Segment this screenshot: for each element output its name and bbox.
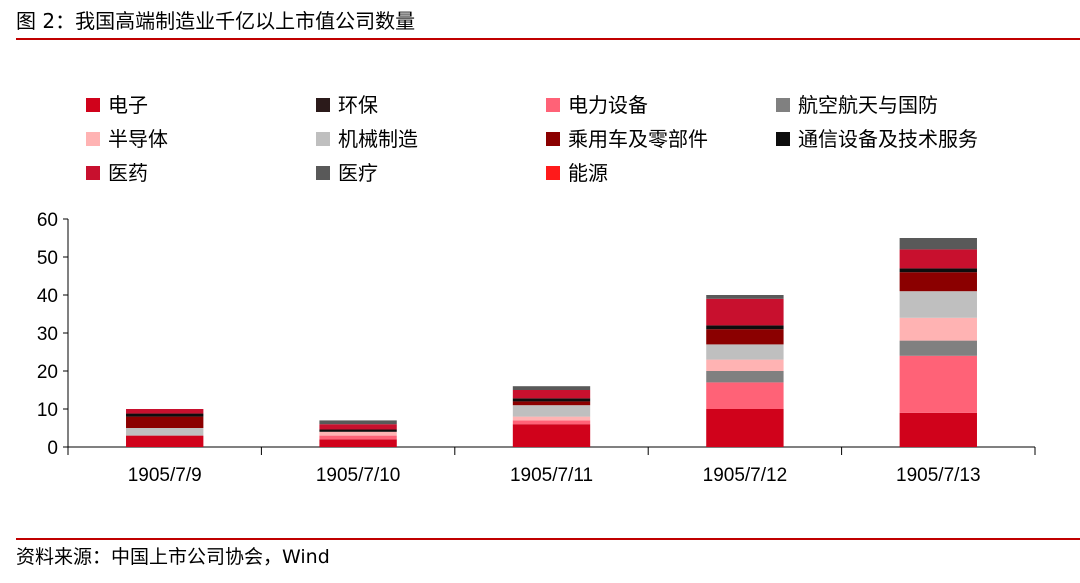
bar-segment [899,340,977,356]
legend-swatch [546,98,560,112]
y-tick-label: 30 [37,324,58,345]
x-tick-label: 1905/7/11 [510,465,593,486]
legend-swatch [546,132,560,146]
legend-swatch [776,98,790,112]
x-tick-label: 1905/7/13 [896,465,981,486]
bar-segment [706,329,784,345]
legend-label: 医疗 [338,162,378,185]
bar-segment [899,238,977,250]
legend-swatch [316,132,330,146]
bar-segment [126,409,204,414]
y-tick-label: 40 [37,286,58,307]
legend-label: 环保 [338,94,378,117]
bar-segment [512,405,591,417]
bar-segment [706,298,784,326]
bar-segment [512,401,591,406]
title-divider [16,38,1080,40]
legend-label: 电力设备 [568,94,648,117]
bar-segment [706,359,784,371]
legend-label: 乘用车及零部件 [568,128,708,151]
y-tick-label: 20 [37,362,58,383]
bar-segment [319,420,397,425]
bar-segment [899,268,977,273]
legend-label: 航空航天与国防 [798,94,938,117]
bar-segment [319,439,397,447]
y-tick-label: 10 [37,400,58,421]
legend-swatch [86,98,100,112]
legend-label: 机械制造 [338,128,418,151]
bar-segment [899,317,977,341]
bar-segment [319,424,397,430]
chart-title: 图 2：我国高端制造业千亿以上市值公司数量 [16,9,416,33]
legend-swatch [546,166,560,180]
bar-segment [706,409,784,447]
x-tick-label: 1905/7/10 [316,465,401,486]
bar-segment [319,435,397,440]
bar-segment [706,382,784,409]
legend-label: 电子 [108,94,148,117]
legend-label: 通信设备及技术服务 [798,128,978,151]
bar-segment [512,390,591,399]
legend-label: 能源 [568,162,608,185]
bar-segment [512,398,591,402]
bar-segment [899,291,977,318]
bar-segment [899,355,977,413]
bar-segment [512,416,591,421]
bar-segment [706,371,784,383]
bar-segment [706,325,784,330]
bar-segment [126,413,204,417]
footer-divider [16,538,1080,540]
bar-segment [512,424,591,447]
bar-segment [126,416,204,428]
legend-swatch [86,132,100,146]
legend-swatch [776,132,790,146]
y-tick-label: 0 [47,438,58,459]
source-note: 资料来源：中国上市公司协会，Wind [16,546,330,568]
x-tick-label: 1905/7/12 [703,465,788,486]
bar-segment [899,272,977,292]
bar-segment [899,412,977,447]
bar-segment [512,386,591,390]
legend-swatch [86,166,100,180]
bar-segment [319,431,397,436]
y-tick-label: 60 [37,210,58,231]
bar-segment [126,435,204,447]
legend-label: 半导体 [108,128,168,151]
bar-segment [706,295,784,299]
legend-swatch [316,166,330,180]
y-tick-label: 50 [37,248,58,269]
legend-label: 医药 [108,162,148,185]
bar-segment [706,344,784,360]
bar-segment [899,249,977,269]
bar-segment [512,420,591,425]
legend-swatch [316,98,330,112]
bar-segment [319,429,397,432]
bar-segment [126,428,204,436]
x-tick-label: 1905/7/9 [128,465,202,486]
